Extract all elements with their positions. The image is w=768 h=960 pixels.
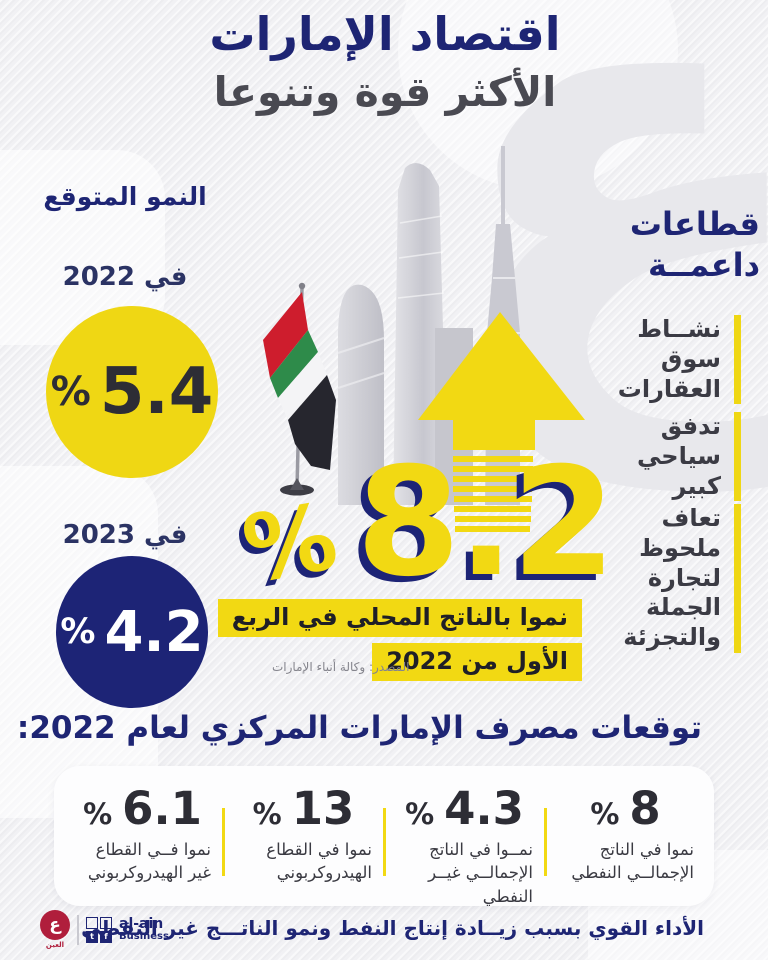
stat-hydrocarbon: % 13 نموا في القطاع الهيدروكربوني (222, 782, 384, 896)
alain-logo-mark: ع العين (40, 910, 70, 949)
forecasts-heading: توقعات مصرف الإمارات المركزي لعام 2022: (16, 710, 702, 746)
twitter-icon: t (86, 930, 98, 943)
stat-label: نمــوا في الناتج الإجمالــي غيــر النفطي (428, 840, 533, 906)
brand-subtitle: Business (119, 930, 169, 942)
camera-icon (100, 916, 112, 929)
expected-growth-heading: النمو المتوقع (43, 182, 207, 211)
percent-sign: % (252, 797, 282, 831)
stat-value-row: % 4.3 (405, 782, 524, 835)
stat-number: 6.1 (122, 782, 202, 835)
growth-arrow-icon (418, 312, 585, 532)
facebook-icon: f (100, 930, 112, 943)
stat-non-hydrocarbon: % 6.1 نموا فــي القطاع غير الهيدروكربوني (62, 782, 223, 896)
qr-code-icon (86, 916, 98, 929)
growth-2022-value: 5.4 (99, 355, 214, 429)
stat-number: 8 (629, 782, 661, 835)
stat-value-row: % 6.1 (83, 782, 202, 835)
growth-2023-value: 4.2 (104, 599, 204, 665)
gdp-growth-value: 8.2 (356, 436, 616, 610)
percent-sign: % (405, 797, 435, 831)
sector-item-real-estate: نشــاط سوق العقارات (589, 315, 741, 405)
forecast-stats-card: % 8 نموا في الناتج الإجمالــي النفطي % 4… (54, 766, 714, 906)
growth-2023-badge: % 4.2 (56, 556, 208, 708)
growth-year-2023-label: في 2023 (62, 520, 188, 550)
stat-label: نموا في الناتج الإجمالــي النفطي (571, 840, 694, 883)
percent-sign: % (235, 482, 345, 605)
brand-wordmark: al-ain Business (119, 917, 169, 942)
city-scene (263, 146, 585, 532)
title-line2: الأكثر قوة وتنوعا (213, 67, 557, 116)
source-credit: المصدر: وكالة أنباء الإمارات (272, 660, 410, 674)
stat-number: 13 (291, 782, 355, 835)
gdp-growth-figure: % 8.2 (235, 436, 616, 610)
logo-divider (77, 914, 79, 945)
sector-item-tourism: تدفق سياحي كبير (589, 412, 741, 502)
percent-sign: % (590, 797, 620, 831)
growth-2022-badge: % 5.4 (46, 306, 218, 478)
title-line1: اقتصاد الإمارات (209, 7, 561, 61)
page-title: اقتصاد الإمارات الأكثر قوة وتنوعا (150, 6, 620, 117)
alain-business-logo: ع العين t f al-ain Business (40, 910, 169, 949)
gdp-caption-line2: الأول من 2022 (372, 643, 582, 681)
gdp-caption-line1: نموا بالناتج المحلي في الربع (217, 599, 582, 637)
sector-item-trade: تعاف ملحوظ لتجارة الجملة والتجزئة (589, 504, 741, 653)
stat-label: نموا في القطاع الهيدروكربوني (266, 840, 372, 883)
growth-year-2022-label: في 2022 (62, 262, 188, 292)
footer-note: الأداء القوي بسبب زيــادة إنتاج النفط ون… (81, 916, 704, 940)
sectors-heading-line1: قطاعات (629, 205, 760, 243)
stat-number: 4.3 (444, 782, 524, 835)
sectors-heading-line2: داعمــة (648, 245, 760, 284)
alain-arabic-wordmark: العين (45, 941, 65, 949)
uae-flag-icon (263, 282, 336, 496)
stat-value-row: % 13 (253, 782, 355, 835)
percent-sign: % (60, 612, 96, 652)
brand-name: al-ain (119, 915, 164, 932)
stat-label: نموا فــي القطاع غير الهيدروكربوني (87, 840, 211, 883)
percent-sign: % (83, 797, 113, 831)
supporting-sectors-heading: قطاعات داعمــة (585, 204, 760, 286)
social-icons-grid: t f (86, 916, 112, 943)
stat-value-row: % 8 (590, 782, 660, 835)
stat-oil-gdp: % 8 نموا في الناتج الإجمالــي النفطي (544, 782, 706, 896)
alain-circle-icon: ع (40, 910, 70, 940)
stat-non-oil-gdp: % 4.3 نمــوا في الناتج الإجمالــي غيــر … (383, 782, 545, 906)
percent-sign: % (50, 369, 91, 415)
